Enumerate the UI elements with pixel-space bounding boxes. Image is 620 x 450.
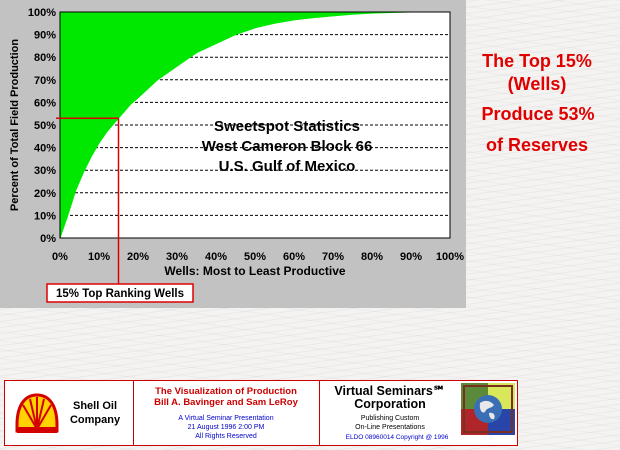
- x-tick-label: 40%: [205, 251, 227, 263]
- footer-title-section: The Visualization of Production Bill A. …: [133, 381, 320, 445]
- footer-logo-section: Shell Oil Company: [5, 381, 134, 445]
- y-tick-label: 80%: [34, 52, 56, 64]
- corporation-tagline-line-2: On-Line Presentations: [355, 424, 425, 431]
- callout-line-3: Produce 53%: [481, 104, 595, 124]
- corporation-name-line-2: Corporation: [354, 397, 426, 411]
- y-tick-label: 10%: [34, 210, 56, 222]
- callout-line-2: (Wells): [507, 74, 567, 94]
- x-tick-label: 10%: [88, 251, 110, 263]
- y-tick-label: 60%: [34, 97, 56, 109]
- x-tick-label: 20%: [127, 251, 149, 263]
- callout-line-4: of Reserves: [485, 135, 589, 155]
- x-tick-label: 90%: [400, 251, 422, 263]
- footer-info-line-1: A Virtual Seminar Presentation: [178, 415, 274, 422]
- y-tick-label: 40%: [34, 143, 56, 155]
- production-area: [60, 12, 450, 238]
- plot-border: [59, 11, 451, 239]
- x-tick-label: 80%: [361, 251, 383, 263]
- y-tick-label: 70%: [34, 75, 56, 87]
- marker-layer: [56, 117, 120, 284]
- marker-label-box: [46, 283, 194, 303]
- shell-logo-icon: [15, 393, 59, 433]
- company-name-line-2: Company: [69, 414, 121, 426]
- corporation-name-line-1: Virtual Seminars℠: [334, 384, 446, 398]
- y-axis-label: Percent of Total Field Production: [9, 39, 21, 211]
- x-tick-label: 100%: [436, 251, 464, 263]
- company-name-line-1: Shell Oil: [72, 400, 117, 412]
- x-tick-label: 0%: [52, 251, 68, 263]
- y-tick-label: 90%: [34, 30, 56, 42]
- footer-info-line-3: All Rights Reserved: [195, 433, 257, 440]
- chart-subtitle-line-1: West Cameron Block 66: [202, 138, 373, 155]
- x-tick-label: 30%: [166, 251, 188, 263]
- footer-corporation-section: Virtual Seminars℠ Corporation Publishing…: [319, 381, 517, 445]
- x-tick-label: 70%: [322, 251, 344, 263]
- x-tick-labels: 0% 10% 20% 30% 40% 50% 60% 70% 80% 90% 100%: [52, 251, 464, 263]
- cumulative-curve: [59, 11, 450, 239]
- area-layer: [59, 11, 450, 239]
- x-axis-label: Wells: Most to Least Productive: [164, 264, 345, 278]
- copyright-text: ELDO 08960014 Copyright @ 1996: [345, 434, 449, 441]
- footer-info-line-2: 21 August 1996 2:00 PM: [187, 424, 265, 431]
- callout-line-1: The Top 15%: [482, 51, 592, 71]
- y-tick-label: 30%: [34, 165, 56, 177]
- chart-subtitle-line-2: U.S. Gulf of Mexico: [219, 158, 356, 175]
- footer-title-line-1: The Visualization of Production: [155, 386, 297, 397]
- chart-title: Sweetspot Statistics: [214, 118, 360, 135]
- y-tick-label: 100%: [28, 7, 56, 19]
- footer-title-line-2: Bill A. Bavinger and Sam LeRoy: [154, 397, 298, 408]
- corporation-tagline-line-1: Publishing Custom: [360, 415, 420, 422]
- y-tick-labels: 0% 10% 20% 30% 40% 50% 60% 70% 80% 90% 100%: [28, 7, 56, 245]
- y-tick-label: 20%: [34, 188, 56, 200]
- marker-label: 15% Top Ranking Wells: [56, 288, 184, 300]
- x-tick-label: 50%: [244, 251, 266, 263]
- globe-logo-icon: [461, 383, 515, 435]
- y-tick-label: 50%: [34, 120, 56, 132]
- footer-banner: Shell Oil Company The Visualization of P…: [4, 380, 518, 446]
- x-tick-label: 60%: [283, 251, 305, 263]
- production-chart: 0% 10% 20% 30% 40% 50% 60% 70% 80% 90% 100% 0% 10% 2…: [9, 7, 464, 303]
- y-tick-label: 0%: [40, 233, 56, 245]
